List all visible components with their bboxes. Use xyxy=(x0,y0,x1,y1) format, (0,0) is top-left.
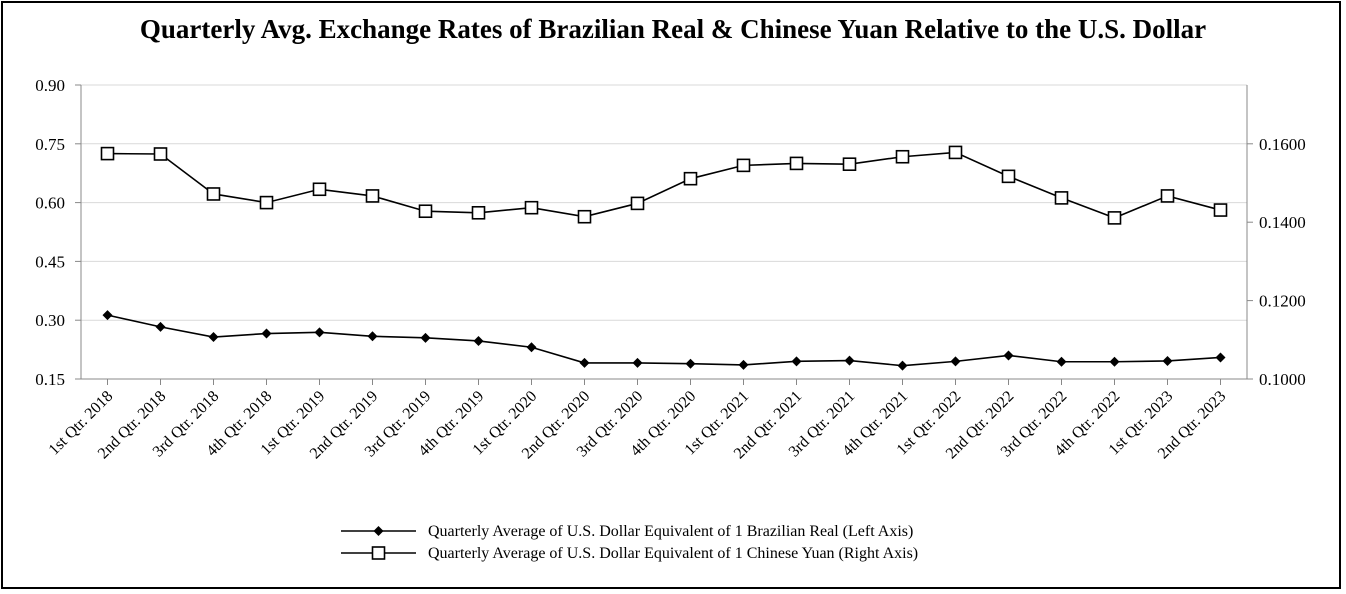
data-point xyxy=(738,359,749,370)
data-point xyxy=(420,332,431,343)
data-point xyxy=(842,157,857,171)
right-axis-ticks: 0.1000 0.1200 0.1400 0.1600 xyxy=(1247,135,1306,389)
gridlines xyxy=(81,84,1247,321)
legend-marker xyxy=(371,546,386,560)
left-tick-label: 0.90 xyxy=(35,76,65,95)
data-point xyxy=(683,171,698,186)
right-tick-label: 0.1600 xyxy=(1259,135,1306,154)
legend: Quarterly Average of U.S. Dollar Equival… xyxy=(341,523,918,562)
left-tick-label: 0.15 xyxy=(35,370,65,389)
legend-item-1: Quarterly Average of U.S. Dollar Equival… xyxy=(341,523,913,540)
right-tick-label: 0.1400 xyxy=(1259,213,1306,232)
series-1 xyxy=(102,310,1226,371)
right-tick-label: 0.1200 xyxy=(1259,292,1306,311)
data-point xyxy=(1054,191,1069,205)
left-tick-label: 0.75 xyxy=(35,135,65,154)
data-point xyxy=(736,158,751,173)
data-point xyxy=(791,356,802,367)
series-layer xyxy=(100,145,1228,371)
data-point xyxy=(102,310,113,321)
data-point xyxy=(789,156,804,171)
data-point xyxy=(261,328,272,339)
data-point xyxy=(1213,203,1228,217)
data-point xyxy=(1001,169,1016,184)
series-line xyxy=(107,151,1221,219)
data-point xyxy=(365,189,380,203)
data-point xyxy=(418,204,433,219)
data-point xyxy=(1162,355,1173,366)
left-tick-label: 0.30 xyxy=(35,311,65,330)
data-point xyxy=(314,327,325,338)
series-2 xyxy=(100,145,1228,225)
left-axis-ticks: 0.15 0.30 0.45 0.60 0.75 0.90 xyxy=(35,76,81,389)
legend-marker xyxy=(373,526,384,536)
data-point xyxy=(630,196,645,211)
legend-item-2: Quarterly Average of U.S. Dollar Equival… xyxy=(341,545,918,562)
data-point xyxy=(526,342,537,353)
data-point xyxy=(1160,189,1175,203)
axes xyxy=(80,85,1248,380)
data-point xyxy=(1109,356,1120,367)
data-point xyxy=(897,360,908,371)
data-point xyxy=(100,146,115,161)
data-point xyxy=(1003,350,1014,361)
data-point xyxy=(473,335,484,346)
data-point xyxy=(367,331,378,342)
data-point xyxy=(844,355,855,366)
data-point xyxy=(208,332,219,343)
chart-title: Quarterly Avg. Exchange Rates of Brazili… xyxy=(139,14,1207,44)
legend-label: Quarterly Average of U.S. Dollar Equival… xyxy=(428,545,918,562)
left-tick-label: 0.45 xyxy=(35,252,65,271)
data-point xyxy=(155,321,166,332)
data-point xyxy=(1215,352,1226,363)
data-point xyxy=(312,182,327,197)
series-line xyxy=(107,314,1221,367)
data-point xyxy=(1107,211,1122,225)
data-point xyxy=(632,357,643,368)
data-point xyxy=(948,145,963,160)
data-point xyxy=(524,200,539,215)
data-point xyxy=(471,205,486,220)
data-point xyxy=(153,147,168,161)
data-point xyxy=(685,358,696,369)
data-point xyxy=(579,357,590,368)
right-tick-label: 0.1000 xyxy=(1259,370,1306,389)
legend-label: Quarterly Average of U.S. Dollar Equival… xyxy=(428,523,913,540)
data-point xyxy=(206,187,221,201)
data-point xyxy=(577,209,592,224)
data-point xyxy=(259,195,274,210)
data-point xyxy=(950,356,961,367)
data-point xyxy=(1056,356,1067,367)
left-tick-label: 0.60 xyxy=(35,194,65,213)
data-point xyxy=(895,149,910,164)
